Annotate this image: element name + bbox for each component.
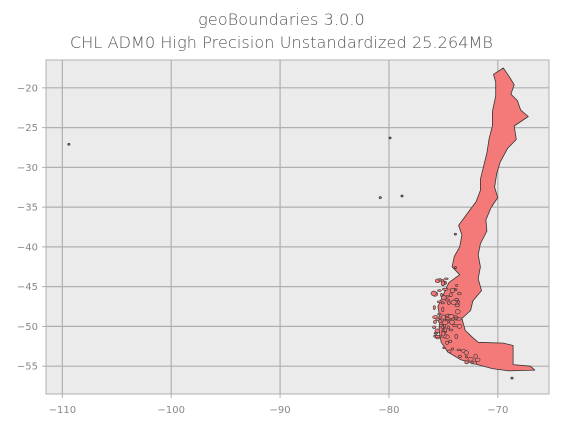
island-fragment	[441, 295, 447, 300]
island-fragment	[454, 298, 459, 302]
island-fragment	[441, 306, 445, 312]
island-fragment	[437, 312, 442, 316]
island-fragment	[441, 287, 449, 291]
island-fragment	[430, 290, 437, 296]
island-fragment	[472, 361, 477, 365]
island-fragment	[463, 350, 469, 356]
island-fragment	[454, 303, 460, 308]
island-fragment	[447, 314, 455, 319]
island-robinson-crusoe	[400, 194, 404, 198]
island-fragment	[474, 357, 481, 362]
island-diego-ramirez	[510, 376, 514, 380]
island-fragment	[445, 295, 450, 298]
island-easter-island	[67, 142, 71, 146]
island-fragment	[464, 360, 469, 365]
archipelago-fragments	[430, 277, 481, 365]
island-san-ambrosio	[388, 136, 392, 140]
island-fragment	[432, 325, 437, 329]
chart-title: geoBoundaries 3.0.0	[198, 10, 365, 29]
y-tick-label: −50	[17, 322, 38, 333]
island-fragment	[456, 324, 463, 329]
x-tick-label: −90	[270, 405, 291, 416]
island-fragment	[450, 287, 455, 293]
island-fragment	[467, 357, 474, 362]
island-fragment	[451, 347, 454, 351]
island-fragment	[444, 277, 449, 280]
y-tick-label: −25	[17, 123, 38, 134]
island-fragment	[447, 349, 452, 354]
island-fragment	[441, 331, 446, 337]
island-fragment	[448, 339, 453, 344]
island-fragment	[454, 334, 459, 339]
island-fragment	[442, 320, 449, 325]
island-fragment	[455, 284, 459, 287]
island-chiloe	[453, 266, 457, 269]
island-fragment	[458, 354, 462, 358]
country-polygon-mainland	[437, 67, 536, 372]
island-fragment	[449, 319, 455, 325]
island-fragment	[457, 300, 460, 304]
island-fragment	[433, 320, 437, 324]
island-fragment	[434, 334, 441, 338]
island-fragment	[473, 353, 478, 359]
island-mocha	[453, 232, 457, 236]
island-fragment	[434, 328, 441, 333]
island-fragment	[438, 278, 442, 282]
axis-ticks: −110 −100 −90 −80 −70 −20 −25 −30 −35 −40 −45 −50 −5…	[17, 83, 508, 416]
island-fragment	[449, 292, 453, 297]
island-alejandro-selkirk	[378, 196, 382, 199]
island-fragment	[448, 328, 454, 332]
y-tick-label: −55	[17, 362, 38, 373]
x-tick-label: −80	[378, 405, 399, 416]
island-fragment	[453, 316, 459, 320]
x-tick-label: −110	[49, 405, 76, 416]
chart-subtitle: CHL ADM0 High Precision Unstandardized 2…	[69, 33, 494, 52]
island-fragment	[445, 340, 449, 345]
y-tick-label: −35	[17, 203, 38, 214]
y-tick-label: −45	[17, 282, 38, 293]
island-fragment	[456, 348, 462, 352]
x-tick-label: −70	[487, 405, 508, 416]
y-tick-label: −40	[17, 242, 38, 253]
island-fragment	[450, 299, 457, 305]
island-fragment	[440, 292, 443, 297]
island-fragment	[440, 301, 445, 305]
x-tick-label: −100	[157, 405, 184, 416]
y-tick-label: −20	[17, 83, 38, 94]
country-shapes	[67, 67, 536, 380]
island-fragment	[435, 317, 440, 321]
island-fragment	[454, 309, 461, 315]
island-fragment	[442, 346, 446, 349]
island-fragment	[432, 305, 436, 310]
island-fragment	[446, 325, 450, 330]
island-fragment	[447, 300, 451, 306]
island-fragment	[457, 292, 462, 296]
island-fragment	[438, 324, 443, 328]
island-fragment	[444, 298, 450, 302]
island-fragment	[464, 355, 468, 359]
island-fragment	[441, 314, 446, 320]
island-fragment	[437, 289, 442, 292]
y-tick-label: −30	[17, 163, 38, 174]
